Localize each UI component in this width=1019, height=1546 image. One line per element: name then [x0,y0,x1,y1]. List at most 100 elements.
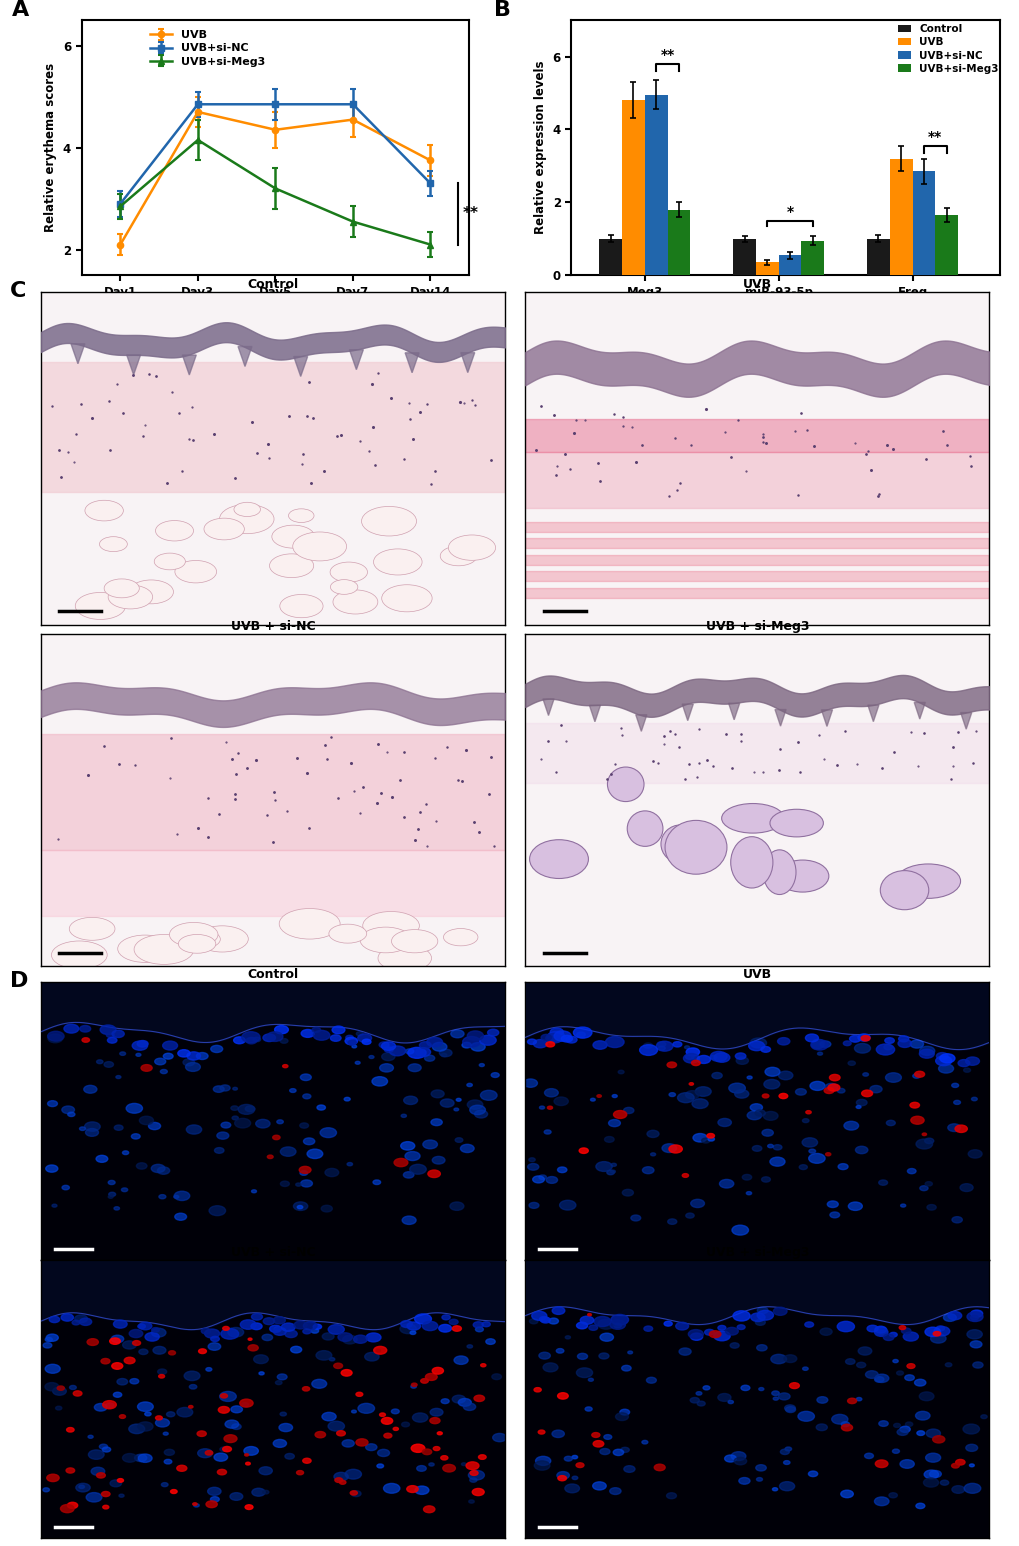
Circle shape [737,1325,744,1330]
Circle shape [272,1135,280,1139]
Circle shape [965,1444,976,1452]
Circle shape [772,1308,787,1316]
Circle shape [951,1217,961,1223]
Circle shape [643,1044,652,1048]
Circle shape [692,1133,706,1142]
Bar [889,159,912,275]
Circle shape [809,1081,824,1090]
Circle shape [251,1323,262,1330]
Circle shape [593,1317,610,1326]
Circle shape [427,1170,440,1178]
Ellipse shape [328,925,367,943]
Ellipse shape [233,502,260,516]
Bar [622,100,644,275]
Circle shape [330,1034,340,1042]
Circle shape [547,1031,565,1042]
Circle shape [49,1316,60,1323]
Circle shape [280,1181,289,1186]
Circle shape [953,1101,960,1104]
Circle shape [695,1391,701,1394]
Ellipse shape [272,526,314,549]
Text: *: * [786,204,793,218]
Circle shape [572,1476,577,1480]
Circle shape [544,1088,557,1096]
Circle shape [408,1047,426,1059]
Circle shape [358,1034,371,1042]
Circle shape [691,1099,707,1108]
Circle shape [618,1070,624,1074]
Circle shape [400,1141,415,1150]
Circle shape [755,1319,764,1325]
Circle shape [296,1183,301,1186]
Circle shape [404,1096,417,1104]
Circle shape [173,1195,178,1198]
Circle shape [429,1418,439,1424]
Circle shape [573,1027,591,1039]
Circle shape [320,1127,336,1138]
Circle shape [924,1326,940,1337]
Circle shape [137,1163,147,1169]
Circle shape [916,1430,924,1435]
Circle shape [122,1340,137,1350]
Circle shape [138,1040,148,1047]
Circle shape [467,1031,483,1040]
Circle shape [935,1053,947,1059]
Circle shape [556,1472,569,1480]
Circle shape [343,1098,350,1101]
Circle shape [886,1121,895,1125]
Circle shape [474,1394,484,1402]
Ellipse shape [627,810,662,846]
Polygon shape [913,702,924,719]
Circle shape [612,1110,626,1118]
Circle shape [534,1461,549,1470]
Circle shape [356,1393,363,1396]
Circle shape [855,1105,860,1108]
Circle shape [613,1323,621,1328]
Circle shape [102,1492,110,1497]
Circle shape [843,1040,850,1045]
Circle shape [113,1393,121,1398]
Circle shape [529,1203,538,1209]
Title: UVB + si-Meg3: UVB + si-Meg3 [705,1246,808,1258]
Circle shape [903,1333,917,1340]
Circle shape [328,1325,344,1334]
Circle shape [576,1463,584,1467]
Circle shape [900,1204,905,1207]
Circle shape [592,1040,606,1050]
Circle shape [45,1364,60,1373]
Polygon shape [293,357,308,377]
Circle shape [899,1459,913,1469]
Circle shape [848,1203,861,1211]
Circle shape [62,1186,69,1190]
Circle shape [426,1037,442,1047]
Circle shape [749,1037,766,1048]
Circle shape [339,1481,345,1484]
Circle shape [60,1504,74,1512]
Circle shape [438,1325,451,1333]
Circle shape [947,1124,960,1132]
Circle shape [289,1088,296,1093]
Circle shape [849,1036,860,1042]
Circle shape [355,1061,360,1064]
Circle shape [642,1167,653,1173]
Circle shape [746,1192,751,1195]
Circle shape [591,1433,599,1438]
Circle shape [114,1207,119,1211]
Text: C: C [10,281,26,301]
Circle shape [222,1447,231,1452]
Circle shape [53,1387,66,1394]
Text: B: B [493,0,511,20]
Circle shape [109,1192,115,1197]
Circle shape [110,1480,121,1487]
Circle shape [166,1411,174,1416]
Circle shape [157,1167,169,1175]
Circle shape [704,1330,713,1336]
Circle shape [392,1427,398,1430]
Circle shape [915,1503,924,1509]
Circle shape [763,1079,779,1088]
Circle shape [897,1429,907,1435]
Circle shape [401,1422,409,1427]
Circle shape [922,1478,937,1487]
Circle shape [153,1347,166,1354]
Circle shape [811,1042,823,1048]
